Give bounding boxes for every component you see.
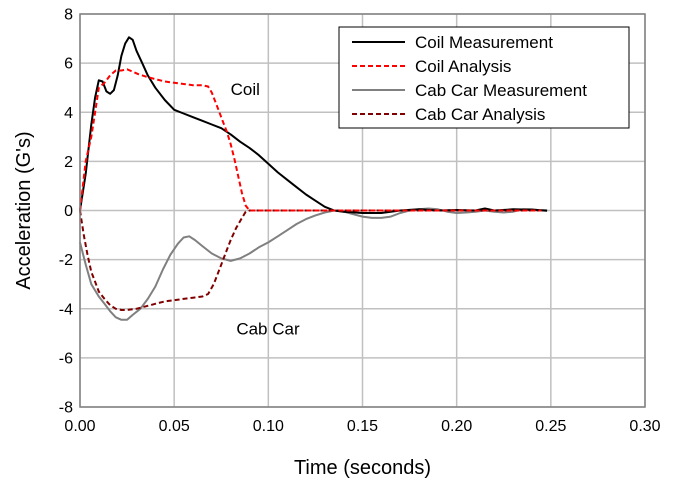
y-tick-label: 4 [64, 105, 73, 122]
legend-box [338, 26, 630, 129]
y-axis-title: Acceleration (G's) [13, 131, 35, 289]
x-tick-label: 0.15 [347, 418, 378, 435]
y-tick-label: 0 [64, 203, 73, 220]
legend-label: Cab Car Analysis [415, 105, 545, 124]
y-tick-label: -6 [59, 350, 73, 367]
legend-label: Coil Analysis [415, 57, 511, 76]
series-line-cab-car-analysis [79, 209, 542, 311]
x-axis-tick-labels: 0.00 0.05 0.10 0.15 0.20 0.25 0.30 [64, 418, 660, 435]
series-line-cab-car-measurement [79, 207, 548, 321]
x-tick-label: 0.10 [253, 418, 284, 435]
x-tick-label: 0.30 [629, 418, 660, 435]
y-tick-label: 6 [64, 56, 73, 73]
series-line-coil-analysis [79, 68, 542, 212]
annotations: Coil Cab Car [231, 80, 300, 338]
y-tick-label: -8 [59, 400, 73, 417]
y-tick-label: 2 [64, 154, 73, 171]
x-tick-label: 0.00 [64, 418, 95, 435]
x-tick-label: 0.20 [441, 418, 472, 435]
x-tick-label: 0.25 [535, 418, 566, 435]
legend-label: Cab Car Measurement [415, 81, 587, 100]
y-tick-label: 8 [64, 7, 73, 24]
x-axis-title: Time (seconds) [294, 457, 431, 479]
y-tick-label: -2 [59, 252, 73, 269]
y-tick-label: -4 [59, 301, 73, 318]
x-tick-label: 0.05 [159, 418, 190, 435]
plot-area-frame [79, 13, 646, 408]
legend: Coil Measurement Coil Analysis Cab Car Mea… [338, 26, 630, 129]
y-axis-tick-labels: -8 -6 -4 -2 0 2 4 6 8 [59, 7, 73, 417]
annotation-label: Cab Car [236, 320, 300, 339]
annotation-label: Coil [231, 80, 260, 99]
series-layer [79, 36, 548, 321]
legend-label: Coil Measurement [415, 33, 553, 52]
